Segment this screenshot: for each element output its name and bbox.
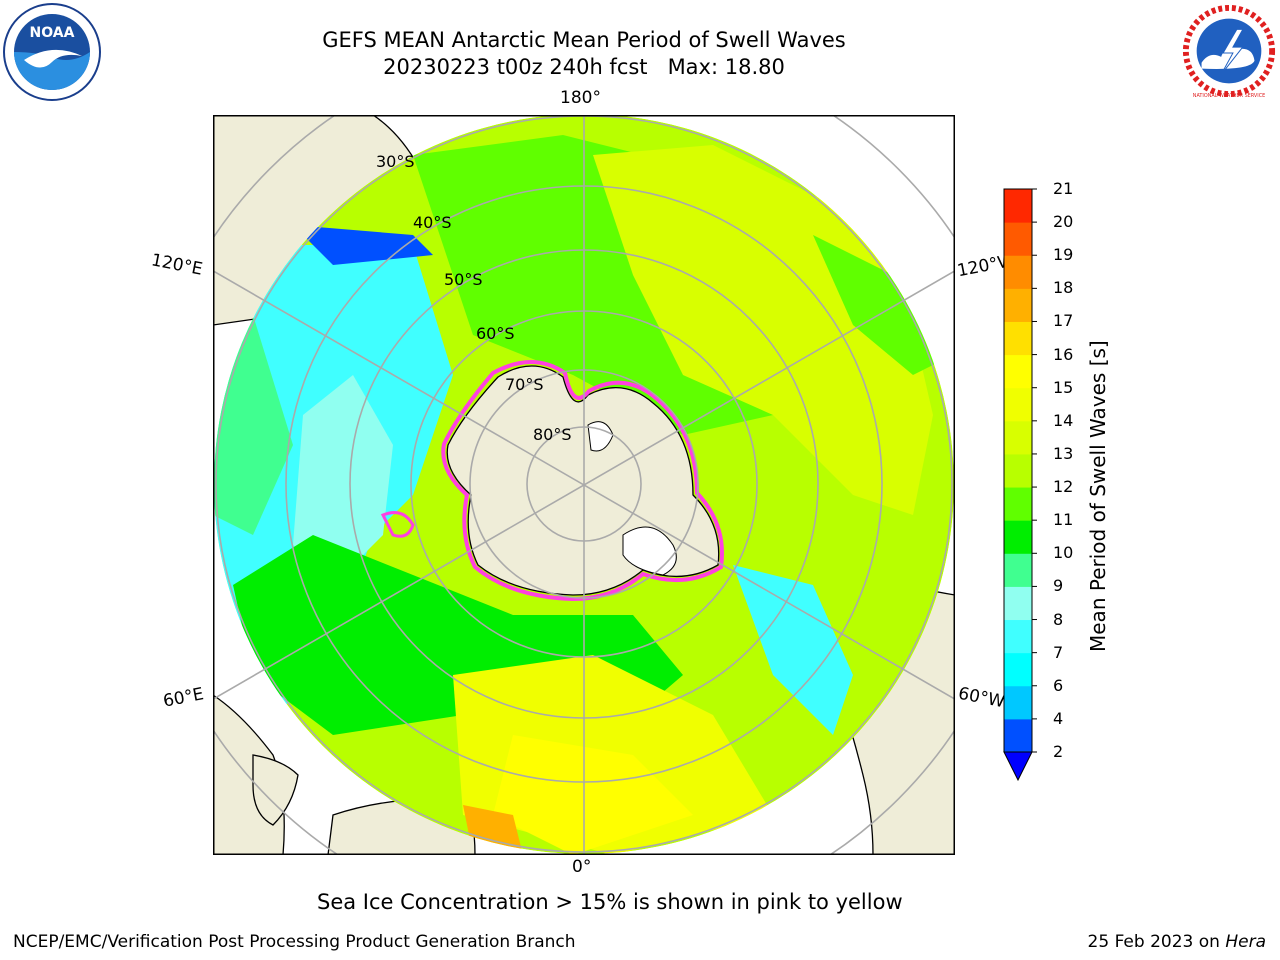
colorbar-tick-label: 10 bbox=[1053, 543, 1074, 563]
sea-ice-edge bbox=[441, 360, 724, 602]
colorbar-bin bbox=[1004, 354, 1032, 389]
colorbar-under-arrow bbox=[1003, 751, 1033, 782]
lat-label-30s: 30°S bbox=[376, 152, 415, 171]
colorbar-bin bbox=[1004, 652, 1032, 687]
lon-label-60e: 60°E bbox=[161, 684, 206, 712]
colorbar-tick-label: 9 bbox=[1053, 576, 1064, 596]
lat-label-50s: 50°S bbox=[444, 270, 483, 289]
colorbar-title: Mean Period of Swell Waves [s] bbox=[1086, 340, 1110, 652]
colorbar-tick-label: 11 bbox=[1053, 510, 1074, 530]
credit-text: NCEP/EMC/Verification Post Processing Pr… bbox=[13, 932, 576, 952]
noaa-logo-text: NOAA bbox=[30, 25, 75, 41]
colorbar-tick-label: 16 bbox=[1053, 344, 1074, 364]
colorbar-tick-label: 6 bbox=[1053, 675, 1064, 695]
lon-label-0: 0° bbox=[572, 857, 592, 877]
date-prefix: 25 Feb 2023 on bbox=[1087, 932, 1226, 952]
colorbar-bin bbox=[1004, 487, 1032, 521]
lat-label-80s: 80°S bbox=[533, 425, 572, 444]
colorbar-frame bbox=[1003, 188, 1033, 753]
nws-logo-text: NATIONAL WEATHER SERVICE bbox=[1193, 93, 1265, 99]
colorbar-tick-label: 19 bbox=[1053, 245, 1074, 265]
lat-label-70s: 70°S bbox=[505, 375, 544, 394]
colorbar-tick-label: 13 bbox=[1053, 443, 1074, 463]
colorbar-tick-label: 20 bbox=[1053, 212, 1074, 232]
chart-title: GEFS MEAN Antarctic Mean Period of Swell… bbox=[322, 28, 846, 52]
polar-map bbox=[213, 115, 955, 855]
lat-label-40s: 40°S bbox=[413, 213, 452, 232]
colorbar-bin bbox=[1004, 586, 1032, 621]
noaa-logo: NOAA bbox=[3, 3, 101, 101]
colorbar-tick-label: 8 bbox=[1053, 609, 1064, 629]
colorbar-bin bbox=[1004, 453, 1032, 488]
colorbar-bin bbox=[1004, 619, 1032, 654]
colorbar-bin bbox=[1004, 288, 1032, 322]
lon-label-60w: 60°W bbox=[956, 683, 1007, 713]
colorbar-tick-label: 21 bbox=[1053, 179, 1074, 198]
colorbar-bin bbox=[1004, 189, 1032, 223]
colorbar-tick-label: 4 bbox=[1053, 708, 1064, 728]
colorbar-tick-label: 12 bbox=[1053, 477, 1074, 497]
colorbar bbox=[1003, 188, 1037, 782]
colorbar-bin bbox=[1004, 685, 1032, 720]
colorbar-tick-label: 15 bbox=[1053, 377, 1074, 397]
colorbar-bin bbox=[1004, 420, 1032, 455]
date-text: 25 Feb 2023 on Hera bbox=[1088, 932, 1266, 952]
colorbar-bin bbox=[1004, 387, 1032, 422]
lon-label-180: 180° bbox=[560, 88, 601, 108]
colorbar-tick-label: 17 bbox=[1053, 311, 1074, 331]
colorbar-tick-label: 14 bbox=[1053, 410, 1074, 430]
lon-label-120e: 120°E bbox=[149, 250, 205, 280]
colorbar-bin bbox=[1004, 553, 1032, 587]
colorbar-tick-label: 2 bbox=[1053, 742, 1064, 761]
nws-logo: NATIONAL WEATHER SERVICE bbox=[1181, 3, 1277, 99]
colorbar-tick-label: 7 bbox=[1053, 642, 1064, 662]
colorbar-bin bbox=[1004, 255, 1032, 289]
colorbar-bin bbox=[1004, 520, 1032, 554]
colorbar-bin bbox=[1004, 321, 1032, 356]
colorbar-tick-label: 18 bbox=[1053, 278, 1074, 298]
colorbar-bin bbox=[1004, 222, 1032, 256]
lat-label-60s: 60°S bbox=[476, 324, 515, 343]
colorbar-bin bbox=[1004, 718, 1032, 753]
date-host: Hera bbox=[1225, 932, 1266, 952]
chart-subtitle: 20230223 t00z 240h fcst Max: 18.80 bbox=[383, 55, 785, 79]
